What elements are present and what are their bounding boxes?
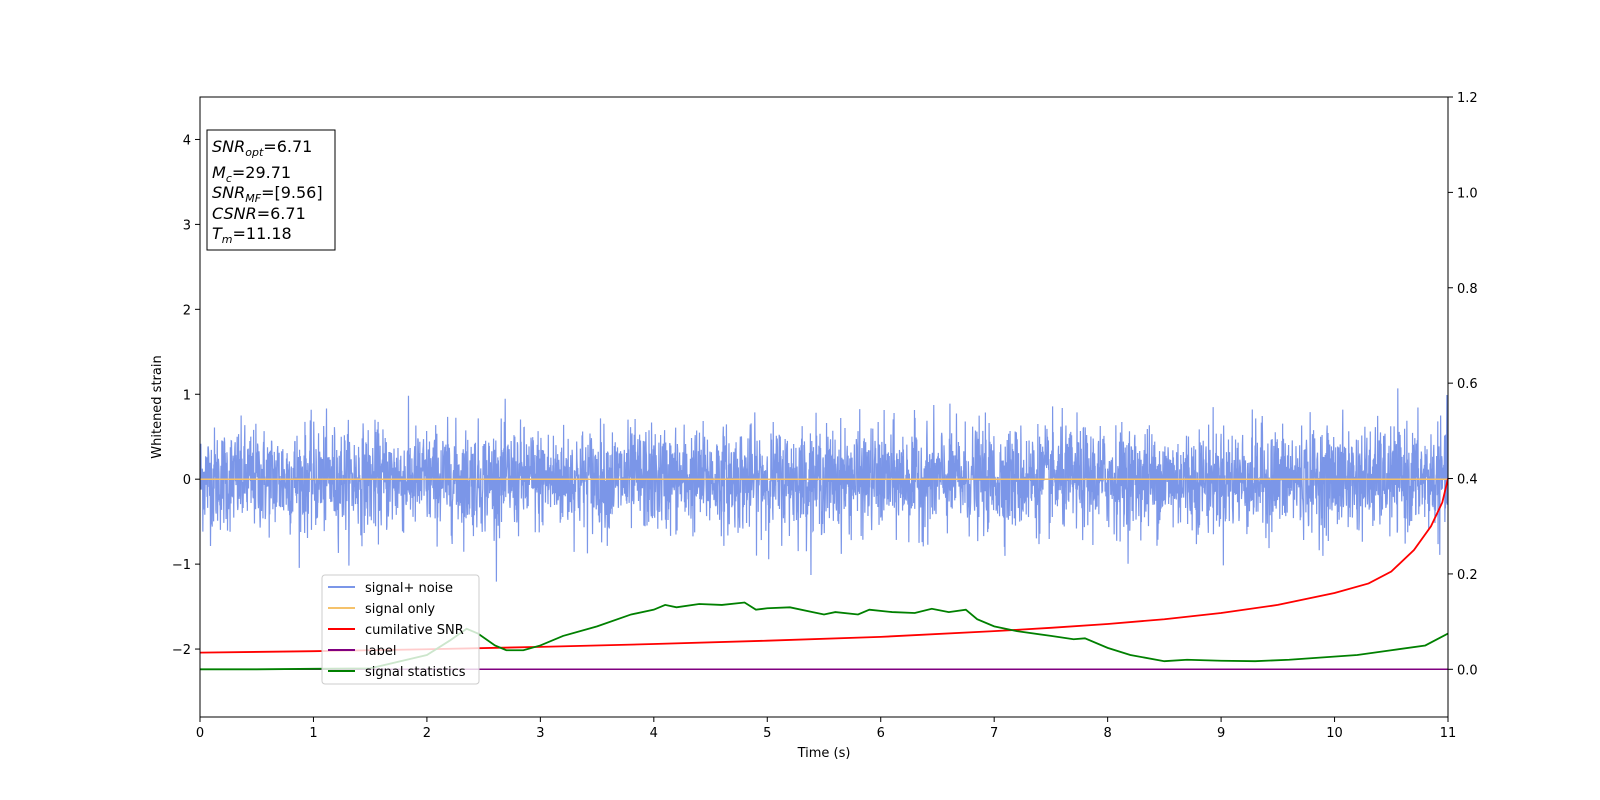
x-tick-label: 1 [309,726,317,741]
series-signal-statistics [200,601,1448,671]
series-cumulative-snr [200,478,1448,654]
series-signal-noise [200,388,1448,582]
x-tick-label: 0 [196,726,204,741]
legend-frame [321,574,480,685]
y-left-tick-label: −1 [172,558,191,573]
x-tick-label: 11 [1440,726,1457,741]
y-right-tick-label: 0.0 [1457,663,1478,678]
y-right-tick-label: 0.2 [1457,568,1478,583]
y-left-tick-label: 4 [183,133,191,148]
x-tick-label: 7 [990,726,998,741]
info-snr-mf: SNRMF=[9.56] [212,183,323,205]
y-axis-label: Whitened strain [150,355,165,458]
y-right-tick-label: 0.4 [1457,473,1478,488]
y-axis-left: 4 3 2 1 0 −1 −2 [172,133,200,658]
info-snr-opt: SNRopt=6.71 [212,137,312,159]
legend-label-label: label [365,644,396,659]
legend-label-signal-statistics: signal statistics [365,665,466,680]
y-left-tick-label: −2 [172,643,191,658]
x-tick-label: 5 [763,726,771,741]
x-tick-label: 3 [536,726,544,741]
info-box: SNRopt=6.71 Mc=29.71 SNRMF=[9.56] CSNR=6… [206,129,336,251]
info-tm: Tm=11.18 [212,224,292,246]
x-tick-label: 8 [1103,726,1111,741]
x-axis-label: Time (s) [797,746,851,761]
y-right-tick-label: 0.8 [1457,282,1478,297]
y-right-tick-label: 0.6 [1457,377,1478,392]
legend-label-signal-noise: signal+ noise [365,581,453,596]
x-tick-label: 9 [1217,726,1225,741]
info-csnr: CSNR=6.71 [212,204,306,223]
plot-frame [199,96,1449,718]
legend-label-cumulative-snr: cumilative SNR [365,623,464,638]
y-axis-right: 1.2 1.0 0.8 0.6 0.4 0.2 0.0 [1448,91,1478,678]
legend: signal+ noise signal only cumilative SNR… [321,574,480,685]
y-left-tick-label: 1 [183,388,191,403]
x-tick-label: 4 [650,726,658,741]
x-tick-label: 10 [1326,726,1343,741]
y-left-tick-label: 2 [183,303,191,318]
y-right-tick-label: 1.0 [1457,186,1478,201]
x-tick-label: 6 [877,726,885,741]
x-tick-label: 2 [423,726,431,741]
info-box-frame [206,129,336,251]
info-mc: Mc=29.71 [212,163,291,185]
legend-label-signal-only: signal only [365,602,435,617]
y-left-tick-label: 3 [183,218,191,233]
y-right-tick-label: 1.2 [1457,91,1478,106]
x-axis: 0 1 2 3 4 5 6 7 8 9 10 11 [196,717,1456,741]
y-left-tick-label: 0 [183,473,191,488]
